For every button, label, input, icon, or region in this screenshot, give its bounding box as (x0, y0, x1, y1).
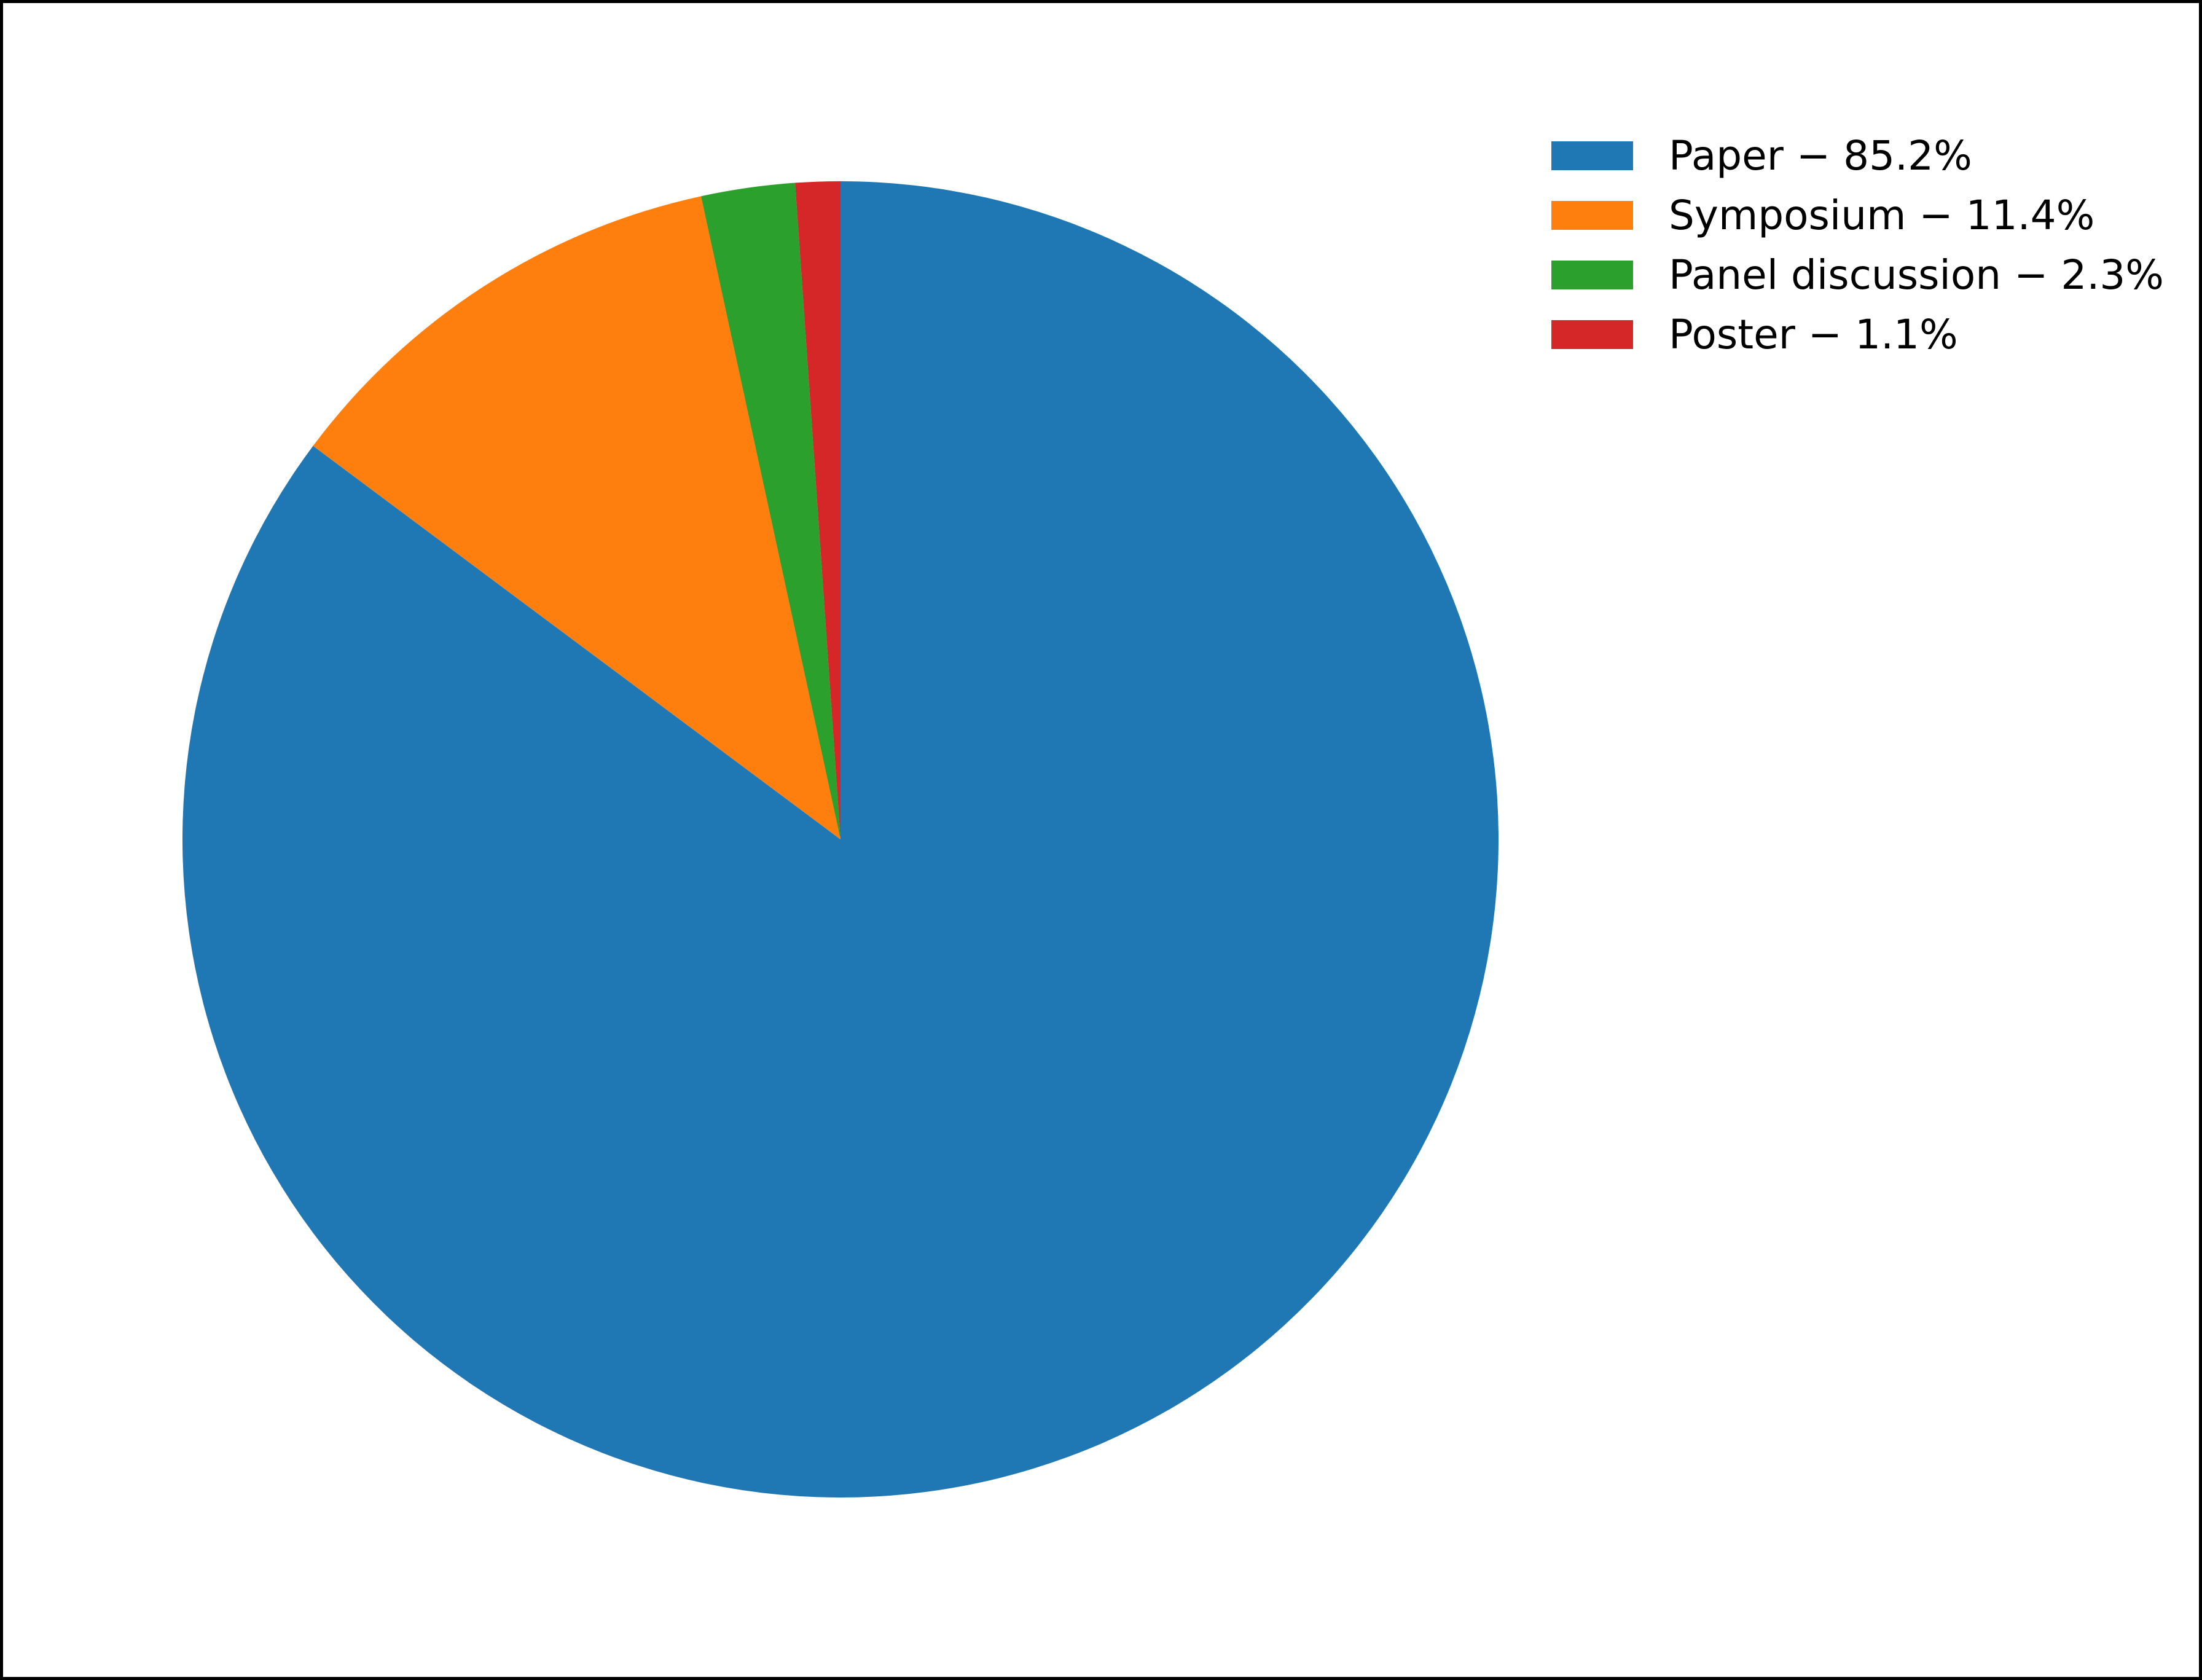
legend: Paper − 85.2% Symposium − 11.4% Panel disc… (1551, 126, 2164, 364)
legend-swatch-icon (1551, 320, 1633, 349)
pie-slice-symposium (313, 196, 840, 840)
legend-item: Panel discussion − 2.3% (1551, 245, 2164, 305)
legend-label: Panel discussion − 2.3% (1669, 251, 2165, 299)
pie-slice-panel-discussion (700, 183, 840, 839)
legend-label: Symposium − 11.4% (1669, 191, 2095, 239)
legend-swatch-icon (1551, 141, 1633, 170)
legend-item: Poster − 1.1% (1551, 305, 2164, 364)
legend-item: Paper − 85.2% (1551, 126, 2164, 186)
pie-slice-poster (795, 181, 840, 839)
pie-slice-paper (182, 181, 1499, 1497)
legend-label: Poster − 1.1% (1669, 310, 1958, 358)
legend-swatch-icon (1551, 201, 1633, 230)
legend-swatch-icon (1551, 261, 1633, 289)
legend-item: Symposium − 11.4% (1551, 186, 2164, 245)
legend-label: Paper − 85.2% (1669, 131, 1972, 179)
